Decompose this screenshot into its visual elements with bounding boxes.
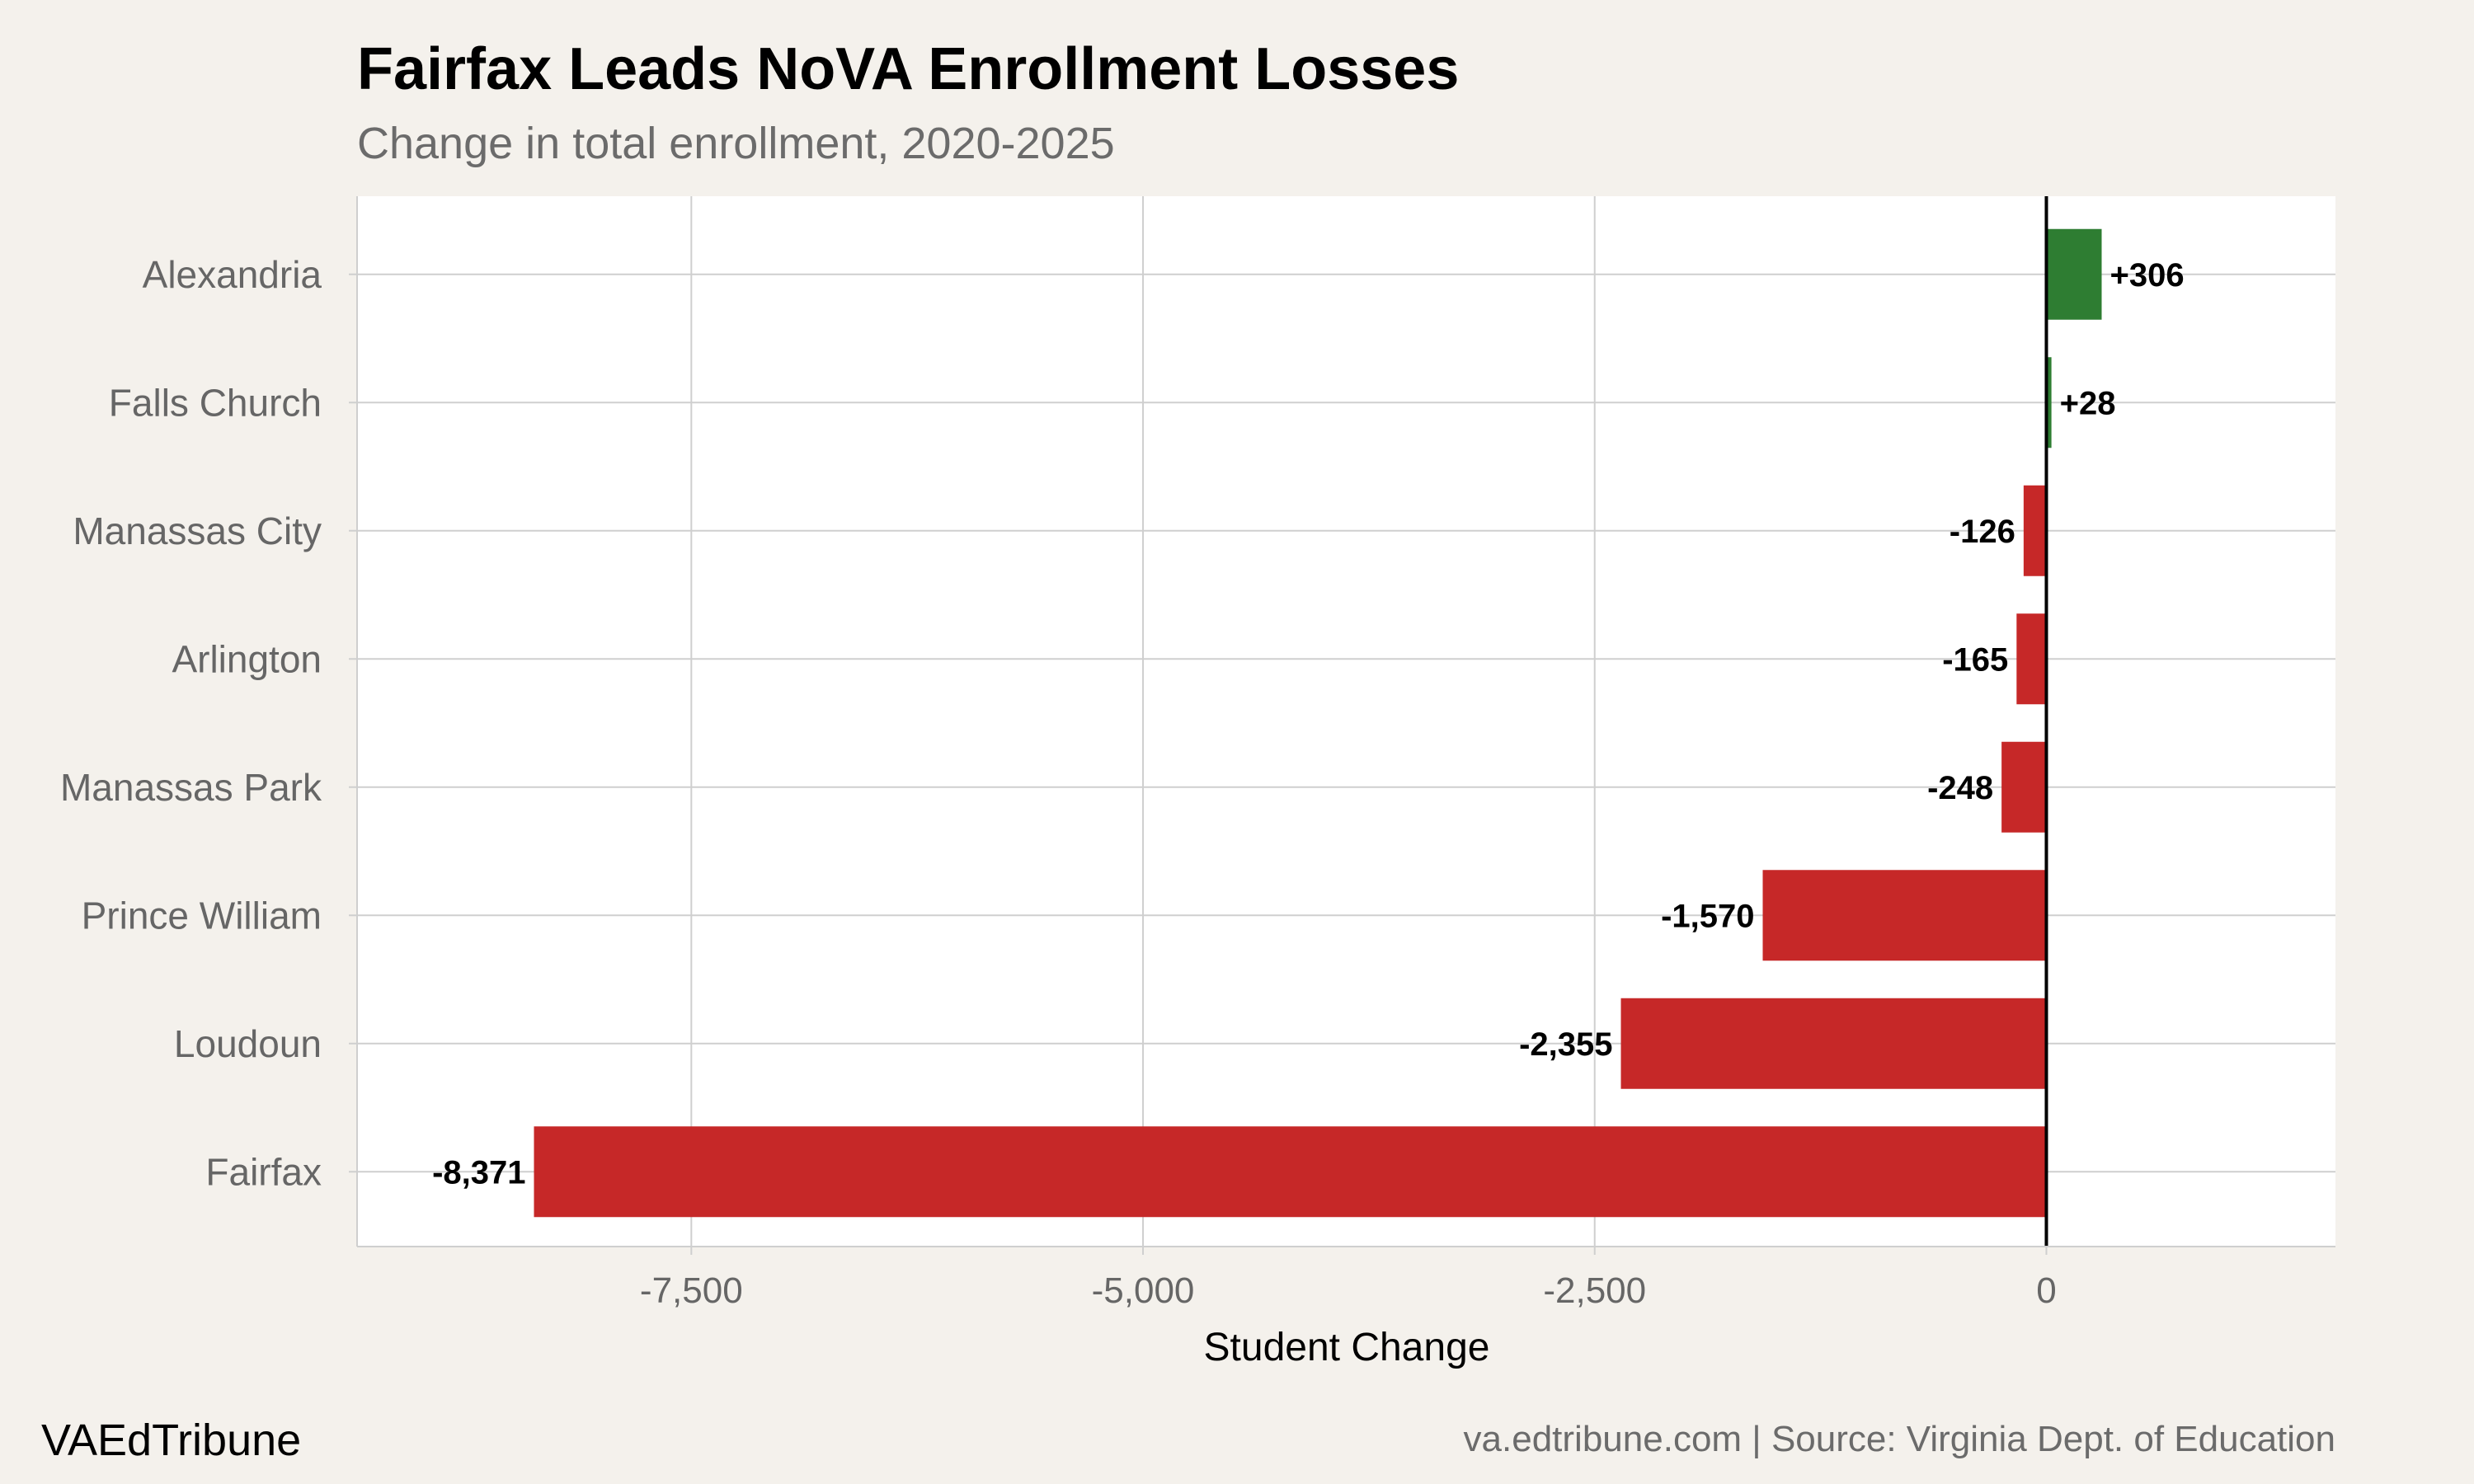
data-label: +28 [2060, 385, 2116, 421]
category-label: Manassas City [73, 510, 322, 552]
bar-manassas-city [2023, 485, 2047, 576]
data-label: -2,355 [1519, 1026, 1612, 1063]
x-tick-label: 0 [2036, 1270, 2056, 1311]
bar-manassas-park [2001, 741, 2047, 833]
data-label: +306 [2110, 257, 2185, 294]
x-tick-label: -7,500 [640, 1270, 743, 1311]
category-label: Loudoun [174, 1022, 322, 1065]
chart-title: Fairfax Leads NoVA Enrollment Losses [357, 36, 1459, 102]
bar-alexandria [2046, 228, 2102, 320]
bars [534, 228, 2102, 1218]
bar-falls-church [2046, 357, 2052, 448]
category-label: Alexandria [143, 253, 322, 296]
plot-panel [357, 196, 2335, 1247]
bar-loudoun [1620, 998, 2047, 1089]
bar-prince-william [1762, 870, 2047, 961]
data-label: -165 [1942, 641, 2008, 678]
chart-subtitle: Change in total enrollment, 2020-2025 [357, 119, 1115, 168]
category-labels: Alexandria Falls Church Manassas City Arlin… [60, 253, 322, 1194]
bar-fairfax [534, 1126, 2047, 1218]
x-tick-label: -2,500 [1543, 1270, 1646, 1311]
bar-arlington [2016, 613, 2047, 705]
x-axis-title: Student Change [1204, 1326, 1490, 1369]
category-label: Fairfax [205, 1150, 322, 1193]
category-label: Falls Church [109, 381, 322, 424]
data-label: -126 [1950, 514, 2015, 550]
data-label: -8,371 [432, 1154, 525, 1190]
source-credit: va.edtribune.com | Source: Virginia Dept… [1464, 1419, 2335, 1459]
data-label: -248 [1927, 770, 1993, 806]
category-label: Manassas Park [60, 766, 322, 809]
data-labels: +306 +28 -126 -165 -248 -1,570 -2,355 -8,371 [432, 257, 2185, 1191]
x-tick-labels: -7,500 -5,000 -2,500 0 [640, 1270, 2057, 1311]
data-label: -1,570 [1661, 898, 1754, 934]
x-tick-label: -5,000 [1092, 1270, 1195, 1311]
category-label: Arlington [172, 637, 322, 680]
category-label: Prince William [82, 894, 322, 937]
brand-label: VAEdTribune [41, 1416, 301, 1465]
